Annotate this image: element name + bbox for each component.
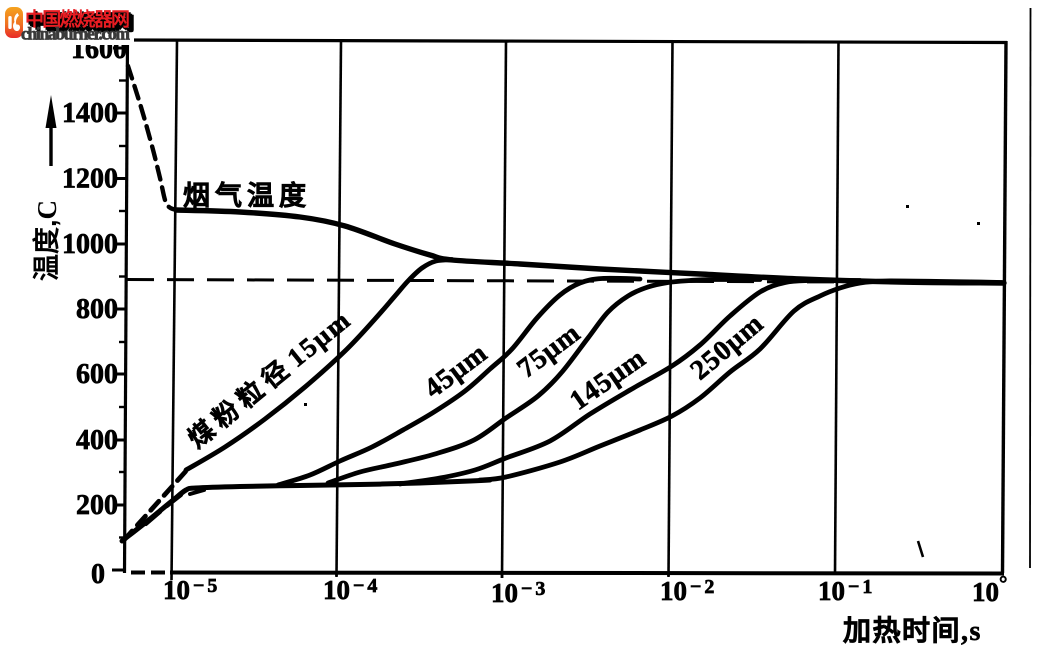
svg-text:1200: 1200 [62,164,118,195]
svg-text:中国燃烧器网: 中国燃烧器网 [29,11,133,34]
svg-text:中国燃烧器网: 中国燃烧器网 [30,12,134,35]
svg-text:中国燃烧器网: 中国燃烧器网 [25,8,129,31]
svg-text:中国燃烧器网: 中国燃烧器网 [27,10,131,33]
svg-text:温度,C: 温度,C [31,200,62,281]
svg-text:烟气温度: 烟气温度 [183,180,311,211]
svg-text:0: 0 [91,559,105,590]
svg-text:600: 600 [76,359,118,390]
svg-text:10°: 10° [972,571,1007,607]
svg-text:1000: 1000 [62,229,118,260]
svg-text:1400: 1400 [62,98,118,129]
svg-text:加热时间,s: 加热时间,s [843,615,982,647]
svg-text:chinaburner.com: chinaburner.com [21,24,130,44]
svg-text:200: 200 [76,490,118,521]
svg-text:400: 400 [76,425,118,456]
svg-text:800: 800 [76,294,118,325]
